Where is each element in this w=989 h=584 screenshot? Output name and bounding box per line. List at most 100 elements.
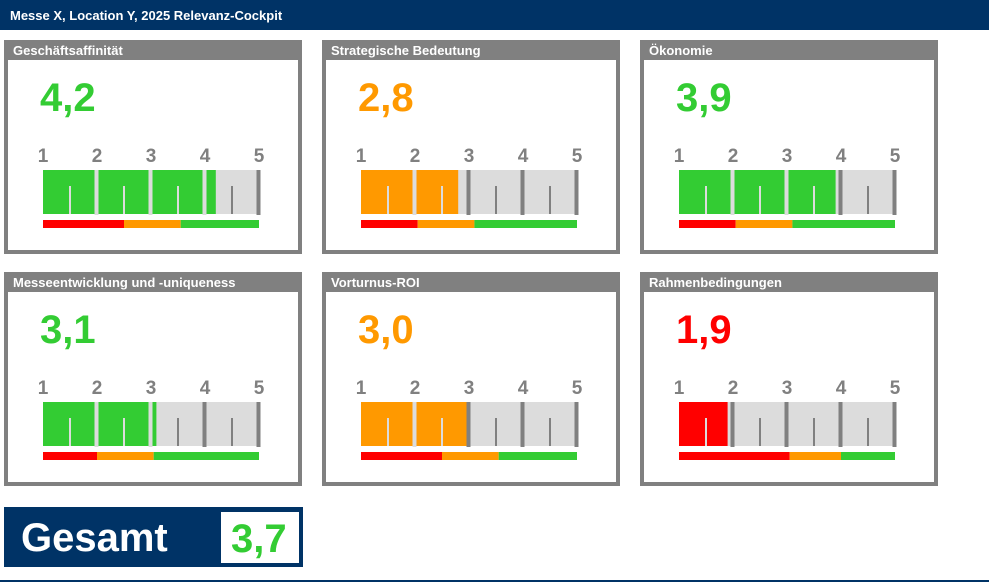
tick-label: 5 <box>890 146 901 167</box>
tick-mark <box>466 402 471 447</box>
half-tick-mark <box>705 186 707 214</box>
half-tick-mark <box>387 186 389 214</box>
tick-label: 2 <box>728 146 739 167</box>
gauge-fill <box>43 402 157 446</box>
tick-mark <box>412 170 417 215</box>
tick-label: 4 <box>836 146 847 167</box>
half-tick-mark <box>69 186 71 214</box>
card-score: 1,9 <box>676 308 732 352</box>
tick-mark <box>202 402 207 447</box>
rating-band <box>43 452 97 460</box>
tick-label: 1 <box>356 146 367 167</box>
tick-label: 2 <box>92 378 103 399</box>
tick-mark <box>520 170 525 215</box>
tick-label: 3 <box>146 378 157 399</box>
tick-label: 5 <box>254 378 265 399</box>
tick-mark <box>574 402 579 447</box>
half-tick-mark <box>177 418 179 446</box>
rating-band <box>97 452 154 460</box>
tick-mark <box>148 402 153 447</box>
card-title: Geschäftsaffinität <box>13 43 123 58</box>
tick-label: 1 <box>38 378 49 399</box>
rating-band <box>43 220 124 228</box>
card-body: 2,8 1 2 3 4 5 <box>326 60 616 250</box>
half-tick-mark <box>549 186 551 214</box>
tick-label: 4 <box>200 378 211 399</box>
gauge-fill <box>361 170 459 214</box>
tick-label: 5 <box>572 146 583 167</box>
tick-label: 5 <box>254 146 265 167</box>
rating-band <box>841 452 895 460</box>
half-tick-mark <box>867 418 869 446</box>
tick-label: 1 <box>674 146 685 167</box>
half-tick-mark <box>231 418 233 446</box>
gauge-fill <box>679 402 728 446</box>
rating-band <box>442 452 499 460</box>
card-score: 2,8 <box>358 76 414 120</box>
total-value: 3,7 <box>231 517 287 561</box>
tick-mark <box>256 170 261 215</box>
total-label: Gesamt <box>21 516 168 560</box>
tick-label: 1 <box>674 378 685 399</box>
tick-label: 3 <box>146 146 157 167</box>
card-body: 3,1 1 2 3 4 5 <box>8 292 298 482</box>
card-score: 4,2 <box>40 76 96 120</box>
score-card: Vorturnus-ROI 3,0 1 2 3 4 5 <box>322 272 620 486</box>
tick-label: 4 <box>836 378 847 399</box>
tick-label: 4 <box>200 146 211 167</box>
tick-mark <box>94 402 99 447</box>
tick-label: 2 <box>728 378 739 399</box>
half-tick-mark <box>549 418 551 446</box>
card-body: 3,0 1 2 3 4 5 <box>326 292 616 482</box>
card-body: 4,2 1 2 3 4 5 <box>8 60 298 250</box>
gauge: 1 2 3 4 5 <box>38 378 265 460</box>
rating-band <box>361 220 418 228</box>
total-value-box: 3,7 <box>221 512 299 563</box>
gauge: 1 2 3 4 5 <box>356 146 583 228</box>
tick-label: 2 <box>410 378 421 399</box>
rating-band <box>153 452 259 460</box>
card-title: Ökonomie <box>649 43 713 58</box>
rating-band <box>789 452 841 460</box>
tick-mark <box>730 402 735 447</box>
half-tick-mark <box>759 186 761 214</box>
title-bar: Messe X, Location Y, 2025 Relevanz-Cockp… <box>0 0 989 30</box>
half-tick-mark <box>495 186 497 214</box>
score-card: Geschäftsaffinität 4,2 1 2 3 4 5 <box>4 40 302 254</box>
gauge: 1 2 3 4 5 <box>674 146 901 228</box>
tick-mark <box>256 402 261 447</box>
half-tick-mark <box>231 186 233 214</box>
card-title: Strategische Bedeutung <box>331 43 481 58</box>
bottom-divider <box>0 580 989 582</box>
half-tick-mark <box>813 186 815 214</box>
tick-label: 4 <box>518 378 529 399</box>
tick-mark <box>838 170 843 215</box>
half-tick-mark <box>441 418 443 446</box>
score-card: Ökonomie 3,9 1 2 3 4 5 <box>640 40 938 254</box>
gauge: 1 2 3 4 5 <box>356 378 583 460</box>
tick-mark <box>412 402 417 447</box>
tick-label: 5 <box>572 378 583 399</box>
page-title: Messe X, Location Y, 2025 Relevanz-Cockp… <box>10 8 283 23</box>
card-title: Messeentwicklung und -uniqueness <box>13 275 236 290</box>
rating-band <box>417 220 475 228</box>
card-body: 3,9 1 2 3 4 5 <box>644 60 934 250</box>
tick-label: 3 <box>464 378 475 399</box>
rating-band <box>679 452 790 460</box>
tick-label: 4 <box>518 146 529 167</box>
tick-mark <box>94 170 99 215</box>
score-card: Messeentwicklung und -uniqueness 3,1 1 2 3 4… <box>4 272 302 486</box>
half-tick-mark <box>759 418 761 446</box>
rating-band <box>124 220 181 228</box>
tick-mark <box>784 170 789 215</box>
rating-band <box>679 220 736 228</box>
half-tick-mark <box>69 418 71 446</box>
total-panel: Gesamt 3,7 <box>4 507 303 567</box>
half-tick-mark <box>705 418 707 446</box>
tick-label: 1 <box>356 378 367 399</box>
rating-band <box>498 452 577 460</box>
score-card: Strategische Bedeutung 2,8 1 2 3 4 5 <box>322 40 620 254</box>
tick-label: 5 <box>890 378 901 399</box>
tick-mark <box>892 402 897 447</box>
gauge-fill <box>43 170 216 214</box>
